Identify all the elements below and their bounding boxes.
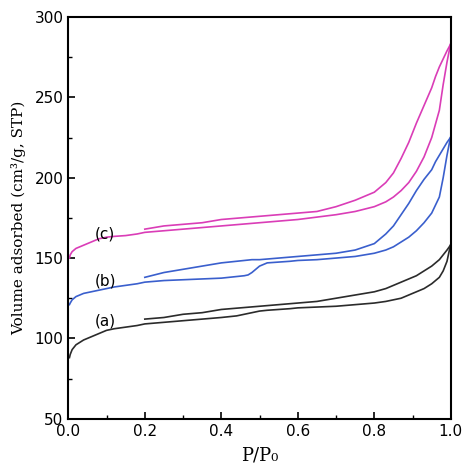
Y-axis label: Volume adsorbed (cm³/g, STP): Volume adsorbed (cm³/g, STP) — [11, 101, 26, 335]
X-axis label: P/P₀: P/P₀ — [241, 447, 278, 465]
Text: (b): (b) — [95, 273, 117, 288]
Text: (a): (a) — [95, 314, 116, 328]
Text: (c): (c) — [95, 227, 115, 242]
